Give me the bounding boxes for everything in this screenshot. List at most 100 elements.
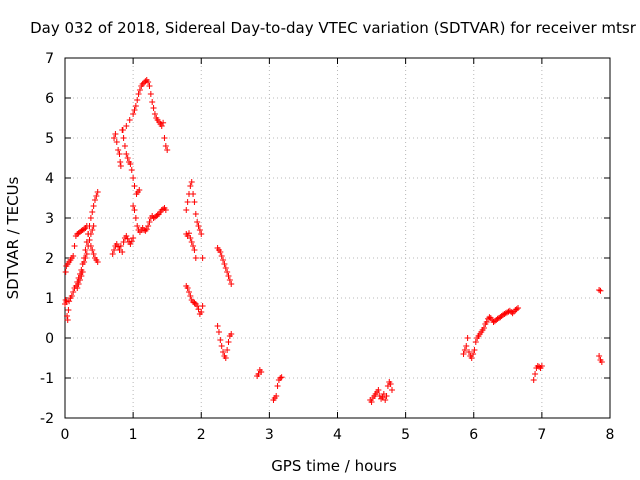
data-point [81, 259, 88, 265]
data-point [146, 83, 153, 89]
y-axis-label: SDTVAR / TECUs [4, 176, 22, 299]
data-point [62, 269, 69, 275]
data-point [141, 227, 148, 233]
y-tick-label: 2 [45, 251, 54, 267]
data-point [76, 277, 83, 283]
x-tick-label: 0 [61, 427, 70, 443]
y-tick-label: 4 [45, 171, 54, 187]
data-point [89, 247, 96, 253]
data-point [130, 235, 137, 241]
data-point [74, 285, 81, 291]
data-point [123, 123, 130, 129]
data-point [389, 387, 395, 393]
data-point [127, 161, 134, 167]
data-point [188, 239, 195, 245]
data-point [383, 393, 390, 399]
data-point [117, 159, 124, 165]
data-point [146, 219, 153, 225]
data-point [150, 105, 157, 111]
data-point [131, 183, 138, 189]
data-point [195, 306, 202, 313]
data-point [90, 223, 97, 229]
data-point [228, 281, 235, 287]
data-point [378, 395, 385, 402]
data-point [513, 306, 520, 313]
data-point [194, 219, 201, 225]
data-point [82, 247, 89, 253]
data-point [111, 247, 118, 253]
data-point [222, 355, 229, 361]
x-tick-label: 4 [333, 427, 342, 443]
data-point [463, 343, 470, 349]
data-point [217, 337, 224, 343]
data-point [195, 223, 202, 229]
data-point [217, 249, 224, 255]
data-point [65, 307, 72, 313]
data-point [160, 119, 167, 126]
y-tick-label: 7 [45, 51, 54, 67]
grid [65, 58, 610, 418]
data-point [126, 117, 133, 123]
data-point [82, 255, 89, 261]
data-point [83, 223, 90, 229]
data-point [218, 253, 225, 259]
data-point [89, 227, 96, 233]
data-point [115, 243, 122, 250]
data-point [85, 243, 92, 249]
data-point [142, 78, 149, 85]
data-point [221, 261, 228, 267]
data-point [274, 383, 281, 389]
data-point [187, 293, 194, 299]
data-point [470, 351, 477, 357]
data-point [136, 187, 143, 193]
data-point [480, 325, 487, 331]
data-point [113, 139, 120, 145]
data-point [485, 315, 492, 322]
data-point [75, 281, 82, 287]
data-point [147, 91, 154, 97]
data-point [128, 238, 135, 245]
data-point [116, 151, 123, 157]
data-point [139, 81, 146, 87]
data-point [162, 143, 169, 149]
data-point [530, 377, 537, 383]
data-point [130, 111, 137, 117]
data-point [83, 251, 90, 257]
data-point [109, 251, 116, 257]
data-point [199, 255, 206, 261]
chart-title: Day 032 of 2018, Sidereal Day-to-day VTE… [30, 19, 637, 37]
data-point [127, 241, 134, 247]
x-tick-label: 7 [537, 427, 546, 443]
data-point [218, 343, 225, 349]
data-point [120, 135, 127, 141]
data-point [226, 277, 233, 283]
data-point [225, 273, 232, 279]
data-point [375, 387, 382, 393]
data-point [86, 237, 93, 243]
data-point [185, 230, 192, 237]
data-point [87, 215, 94, 221]
data-point [93, 193, 100, 199]
data-points [62, 77, 605, 405]
data-point [120, 239, 127, 245]
x-tick-label: 8 [606, 427, 615, 443]
data-point [515, 305, 522, 311]
data-point [224, 269, 231, 275]
data-point [117, 243, 124, 249]
y-tick-label: 5 [45, 131, 54, 147]
y-tick-label: -1 [40, 371, 54, 387]
data-point [278, 374, 285, 381]
data-point [162, 207, 169, 213]
data-point [151, 111, 158, 117]
data-point [134, 223, 141, 229]
data-point [224, 347, 231, 353]
data-point [194, 303, 201, 309]
data-point [123, 151, 130, 157]
x-tick-label: 2 [197, 427, 206, 443]
data-point [78, 273, 85, 279]
y-tick-label: -2 [40, 411, 54, 427]
data-point [123, 233, 130, 239]
data-point [119, 127, 126, 133]
data-point [119, 249, 126, 255]
